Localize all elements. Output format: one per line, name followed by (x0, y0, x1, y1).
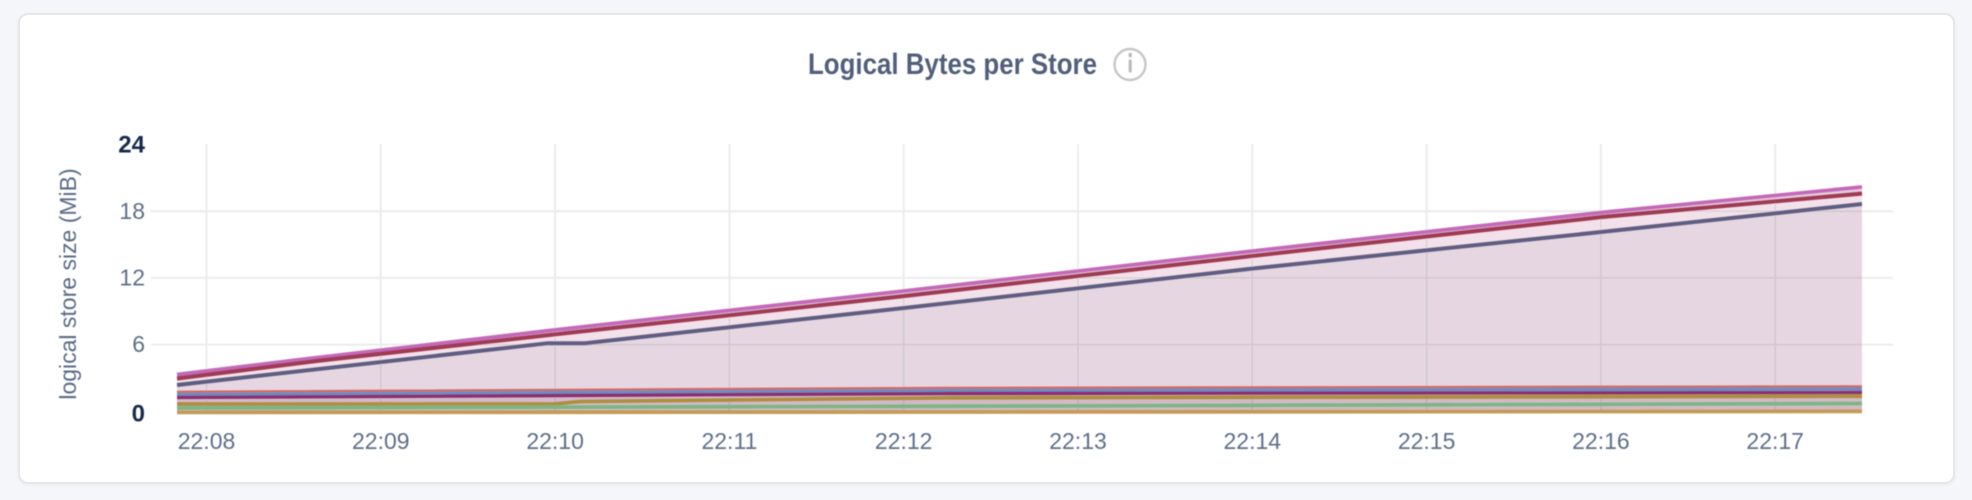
svg-text:22:13: 22:13 (1049, 428, 1107, 454)
svg-text:22:08: 22:08 (178, 428, 236, 454)
svg-text:12: 12 (119, 265, 145, 291)
svg-text:22:15: 22:15 (1398, 428, 1456, 454)
svg-text:logical store size (MiB): logical store size (MiB) (55, 168, 81, 399)
svg-text:24: 24 (118, 132, 145, 159)
svg-text:22:12: 22:12 (875, 428, 933, 454)
svg-text:0: 0 (132, 401, 145, 428)
svg-text:22:10: 22:10 (526, 428, 584, 454)
svg-text:6: 6 (132, 331, 145, 357)
svg-text:Logical Bytes per Store: Logical Bytes per Store (808, 48, 1097, 81)
svg-text:22:14: 22:14 (1224, 428, 1282, 454)
svg-text:22:11: 22:11 (701, 428, 757, 454)
svg-text:22:09: 22:09 (352, 428, 410, 454)
svg-text:22:16: 22:16 (1572, 428, 1630, 454)
svg-text:18: 18 (119, 198, 145, 224)
svg-text:22:17: 22:17 (1746, 428, 1804, 454)
